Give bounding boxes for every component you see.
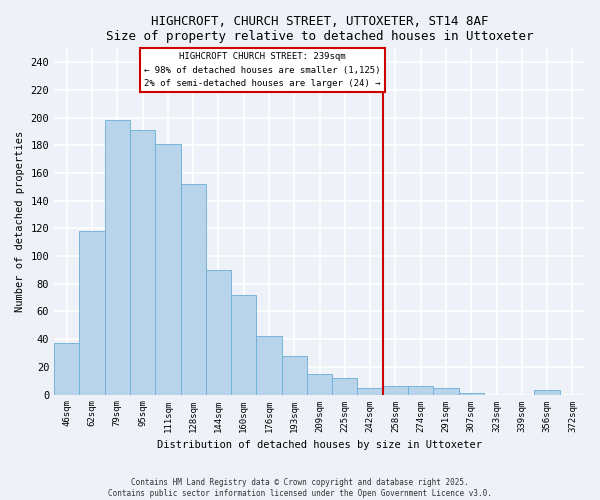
Bar [231, 295, 256, 394]
Title: HIGHCROFT, CHURCH STREET, UTTOXETER, ST14 8AF
Size of property relative to detac: HIGHCROFT, CHURCH STREET, UTTOXETER, ST1… [106, 15, 533, 43]
Bar [105, 120, 130, 394]
Bar [433, 388, 458, 394]
Text: HIGHCROFT CHURCH STREET: 239sqm
← 98% of detached houses are smaller (1,125)
2% : HIGHCROFT CHURCH STREET: 239sqm ← 98% of… [145, 52, 381, 88]
Bar [130, 130, 155, 394]
X-axis label: Distribution of detached houses by size in Uttoxeter: Distribution of detached houses by size … [157, 440, 482, 450]
Bar [408, 386, 433, 394]
Bar [332, 378, 358, 394]
Bar [155, 144, 181, 395]
Bar [206, 270, 231, 394]
Bar [281, 356, 307, 395]
Bar [181, 184, 206, 394]
Bar [79, 231, 105, 394]
Text: Contains HM Land Registry data © Crown copyright and database right 2025.
Contai: Contains HM Land Registry data © Crown c… [108, 478, 492, 498]
Bar [256, 336, 281, 394]
Bar [383, 386, 408, 394]
Bar [458, 393, 484, 394]
Bar [307, 374, 332, 394]
Bar [535, 390, 560, 394]
Y-axis label: Number of detached properties: Number of detached properties [15, 131, 25, 312]
Bar [358, 388, 383, 394]
Bar [54, 344, 79, 394]
